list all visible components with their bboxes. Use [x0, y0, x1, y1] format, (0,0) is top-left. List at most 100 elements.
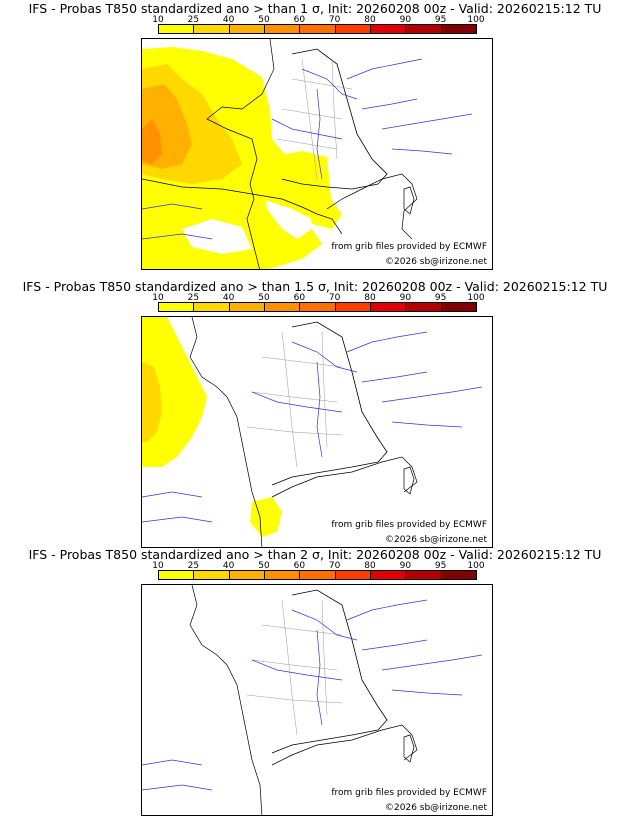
region-borders: [276, 58, 353, 180]
colorbar-tick-label: 70: [328, 293, 341, 303]
national-border: [271, 589, 388, 754]
prob-hole: [182, 219, 252, 254]
colorbar-tick-label: 95: [434, 293, 447, 303]
panel-title: IFS - Probas T850 standardized ano > tha…: [28, 547, 602, 562]
colorbar-swatch: [370, 24, 407, 34]
panel-title: IFS - Probas T850 standardized ano > tha…: [22, 279, 608, 294]
rivers: [142, 599, 483, 791]
colorbar-swatch: [334, 24, 371, 34]
colorbar-tick-label: 50: [258, 561, 270, 571]
colorbar-ticks: 10 25 40 50 60 70 80 90 95 100: [152, 15, 484, 26]
colorbar-swatch: [299, 302, 336, 312]
colorbar-tick-label: 95: [434, 561, 447, 571]
colorbar: [158, 24, 477, 34]
colorbar-tick-label: 90: [399, 293, 412, 303]
colorbar-tick-label: 40: [222, 293, 235, 303]
colorbar-ticks: 10 25 40 50 60 70 80 90 95 100: [152, 293, 484, 304]
colorbar-tick-label: 10: [152, 15, 164, 25]
colorbar-tick-label: 70: [328, 15, 341, 25]
colorbar-swatch: [158, 302, 195, 312]
coastline-med: [271, 456, 418, 498]
corsica: [403, 734, 415, 763]
colorbar-swatch: [264, 570, 301, 580]
colorbar-swatch: [440, 302, 477, 312]
colorbar-swatch: [264, 302, 301, 312]
colorbar-tick-label: 25: [187, 293, 200, 303]
colorbar-tick-label: 10: [152, 293, 164, 303]
colorbar-swatch: [440, 24, 477, 34]
colorbar-tick-label: 60: [293, 293, 306, 303]
corsica: [403, 466, 415, 495]
rivers: [142, 58, 473, 240]
map-panel-1: IFS - Probas T850 standardized ano > tha…: [0, 0, 630, 270]
colorbar-tick-label: 90: [399, 15, 412, 25]
colorbar: [158, 302, 477, 312]
colorbar-tick-label: 60: [293, 15, 306, 25]
colorbar: [158, 570, 477, 580]
colorbar-tick-label: 40: [222, 561, 235, 571]
colorbar-tick-label: 60: [293, 561, 306, 571]
map-canvas: [142, 39, 473, 269]
probability-map: from grib files provided by ECMWF ©2026 …: [141, 316, 493, 548]
colorbar-swatch: [370, 570, 407, 580]
colorbar-swatch: [299, 24, 336, 34]
rivers: [142, 331, 483, 523]
colorbar-tick-label: 95: [434, 15, 447, 25]
coastline-med: [326, 173, 418, 240]
colorbar-swatch: [193, 302, 230, 312]
colorbar-swatch: [264, 24, 301, 34]
map-canvas: [142, 585, 483, 815]
colorbar-tick-label: 100: [467, 561, 485, 571]
prob-area-10: [142, 317, 207, 467]
colorbar-tick-label: 10: [152, 561, 164, 571]
colorbar-tick-label: 25: [187, 561, 200, 571]
colorbar-swatch: [370, 302, 407, 312]
colorbar-swatch: [193, 570, 230, 580]
map-panel-3: IFS - Probas T850 standardized ano > tha…: [0, 546, 630, 816]
colorbar-tick-label: 80: [364, 561, 376, 571]
panel-title: IFS - Probas T850 standardized ano > tha…: [28, 1, 602, 16]
colorbar-swatch: [405, 302, 442, 312]
national-border: [271, 321, 388, 486]
credit-source: from grib files provided by ECMWF: [331, 520, 487, 530]
colorbar-tick-label: 100: [467, 15, 485, 25]
coastline: [189, 585, 263, 815]
colorbar-swatch: [334, 302, 371, 312]
probability-map: from grib files provided by ECMWF ©2026 …: [141, 584, 493, 816]
colorbar-swatch: [228, 570, 265, 580]
colorbar-swatch: [228, 24, 265, 34]
coastline-med: [271, 724, 418, 766]
colorbar-tick-label: 100: [467, 293, 485, 303]
prob-area-10-b: [250, 497, 282, 537]
prob-area-50: [142, 119, 162, 164]
colorbar-tick-label: 50: [258, 15, 270, 25]
colorbar-swatch: [299, 570, 336, 580]
region-borders: [246, 331, 343, 468]
map-canvas: [142, 317, 483, 547]
coastline: [189, 317, 263, 547]
credit-copyright: ©2026 sb@irizone.net: [385, 257, 487, 267]
prob-area-25: [142, 362, 162, 442]
credit-copyright: ©2026 sb@irizone.net: [385, 535, 487, 545]
colorbar-swatch: [334, 570, 371, 580]
colorbar-tick-label: 40: [222, 15, 235, 25]
prob-area-10-c: [302, 189, 342, 229]
colorbar-tick-label: 80: [364, 15, 376, 25]
colorbar-tick-label: 25: [187, 15, 200, 25]
colorbar-swatch: [405, 570, 442, 580]
colorbar-swatch: [158, 24, 195, 34]
coastline: [206, 39, 275, 269]
colorbar-tick-label: 90: [399, 561, 412, 571]
corsica: [403, 186, 415, 215]
probability-map: from grib files provided by ECMWF ©2026 …: [141, 38, 493, 270]
credit-source: from grib files provided by ECMWF: [331, 242, 487, 252]
coastline-spain: [142, 178, 343, 235]
colorbar-tick-label: 80: [364, 293, 376, 303]
colorbar-swatch: [193, 24, 230, 34]
credit-source: from grib files provided by ECMWF: [331, 788, 487, 798]
colorbar-ticks: 10 25 40 50 60 70 80 90 95 100: [152, 561, 484, 572]
region-borders: [246, 599, 343, 736]
colorbar-swatch: [228, 302, 265, 312]
colorbar-swatch: [158, 570, 195, 580]
credit-copyright: ©2026 sb@irizone.net: [385, 803, 487, 813]
